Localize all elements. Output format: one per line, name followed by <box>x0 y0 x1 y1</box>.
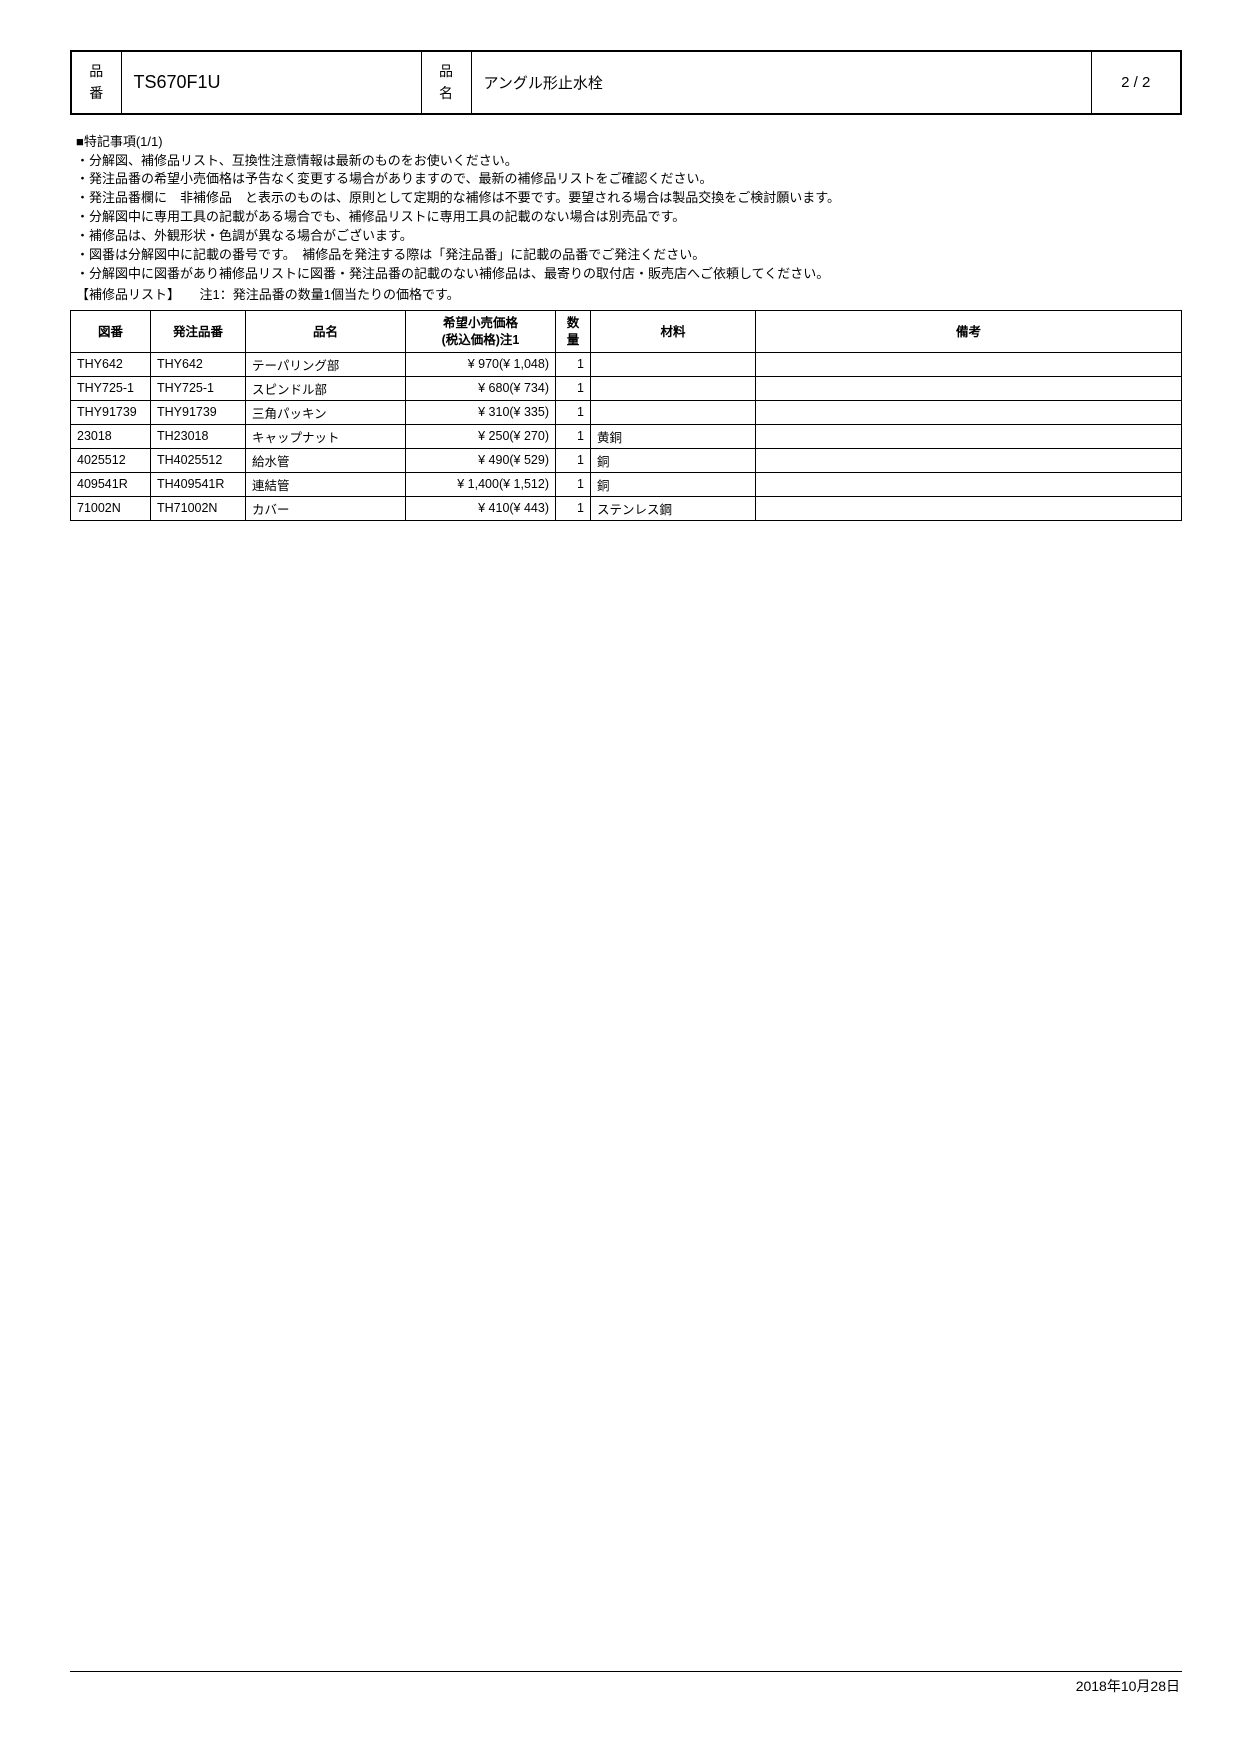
parts-table: 図番 発注品番 品名 希望小売価格 (税込価格)注1 数 量 材料 備考 THY… <box>70 310 1182 521</box>
cell-price: ¥ 680(¥ 734) <box>406 376 556 400</box>
cell-order: THY725-1 <box>151 376 246 400</box>
cell-order: TH4025512 <box>151 448 246 472</box>
product-number-label: 品 番 <box>71 51 121 114</box>
cell-material <box>591 376 756 400</box>
cell-name: テーパリング部 <box>246 352 406 376</box>
cell-price: ¥ 310(¥ 335) <box>406 400 556 424</box>
col-header-note: 備考 <box>756 311 1182 353</box>
cell-order: TH71002N <box>151 496 246 520</box>
cell-zuban: 4025512 <box>71 448 151 472</box>
table-row: 409541R TH409541R 連結管 ¥ 1,400(¥ 1,512) 1… <box>71 472 1182 496</box>
cell-material: 銅 <box>591 472 756 496</box>
footer-separator <box>70 1671 1182 1672</box>
product-number-value: TS670F1U <box>121 51 421 114</box>
notes-title: ■特記事項(1/1) <box>76 134 163 149</box>
parts-list-header: 【補修品リスト】 注1：発注品番の数量1個当たりの価格です。 <box>76 286 1176 305</box>
cell-price: ¥ 490(¥ 529) <box>406 448 556 472</box>
cell-qty: 1 <box>556 424 591 448</box>
parts-table-body: THY642 THY642 テーパリング部 ¥ 970(¥ 1,048) 1 T… <box>71 352 1182 520</box>
cell-zuban: THY642 <box>71 352 151 376</box>
table-row: 23018 TH23018 キャップナット ¥ 250(¥ 270) 1 黄銅 <box>71 424 1182 448</box>
cell-price: ¥ 250(¥ 270) <box>406 424 556 448</box>
table-row: THY91739 THY91739 三角パッキン ¥ 310(¥ 335) 1 <box>71 400 1182 424</box>
cell-material: 黄銅 <box>591 424 756 448</box>
cell-material: 銅 <box>591 448 756 472</box>
page-indicator: 2 / 2 <box>1091 51 1181 114</box>
cell-zuban: 23018 <box>71 424 151 448</box>
note-line: ・発注品番の希望小売価格は予告なく変更する場合がありますので、最新の補修品リスト… <box>76 170 1176 189</box>
note-line: ・分解図、補修品リスト、互換性注意情報は最新のものをお使いください。 <box>76 152 1176 171</box>
cell-material <box>591 352 756 376</box>
cell-note <box>756 352 1182 376</box>
cell-name: スピンドル部 <box>246 376 406 400</box>
cell-order: THY91739 <box>151 400 246 424</box>
col-header-qty: 数 量 <box>556 311 591 353</box>
cell-qty: 1 <box>556 400 591 424</box>
cell-name: 連結管 <box>246 472 406 496</box>
cell-note <box>756 496 1182 520</box>
header-table: 品 番 TS670F1U 品 名 アングル形止水栓 2 / 2 <box>70 50 1182 115</box>
note-line: ・分解図中に専用工具の記載がある場合でも、補修品リストに専用工具の記載のない場合… <box>76 208 1176 227</box>
note-line: ・図番は分解図中に記載の番号です。 補修品を発注する際は「発注品番」に記載の品番… <box>76 246 1176 265</box>
cell-zuban: THY91739 <box>71 400 151 424</box>
col-header-zuban: 図番 <box>71 311 151 353</box>
col-header-name: 品名 <box>246 311 406 353</box>
cell-material: ステンレス鋼 <box>591 496 756 520</box>
cell-order: THY642 <box>151 352 246 376</box>
cell-qty: 1 <box>556 472 591 496</box>
cell-zuban: 71002N <box>71 496 151 520</box>
note-line: ・発注品番欄に 非補修品 と表示のものは、原則として定期的な補修は不要です。要望… <box>76 189 1176 208</box>
footer-date: 2018年10月28日 <box>1076 1676 1180 1696</box>
cell-note <box>756 376 1182 400</box>
cell-zuban: THY725-1 <box>71 376 151 400</box>
cell-order: TH409541R <box>151 472 246 496</box>
cell-order: TH23018 <box>151 424 246 448</box>
cell-name: 給水管 <box>246 448 406 472</box>
table-row: 71002N TH71002N カバー ¥ 410(¥ 443) 1 ステンレス… <box>71 496 1182 520</box>
cell-name: 三角パッキン <box>246 400 406 424</box>
cell-price: ¥ 410(¥ 443) <box>406 496 556 520</box>
cell-price: ¥ 1,400(¥ 1,512) <box>406 472 556 496</box>
col-header-price: 希望小売価格 (税込価格)注1 <box>406 311 556 353</box>
cell-qty: 1 <box>556 352 591 376</box>
cell-price: ¥ 970(¥ 1,048) <box>406 352 556 376</box>
product-name-value: アングル形止水栓 <box>471 51 1091 114</box>
cell-note <box>756 424 1182 448</box>
table-row: THY725-1 THY725-1 スピンドル部 ¥ 680(¥ 734) 1 <box>71 376 1182 400</box>
note-line: ・分解図中に図番があり補修品リストに図番・発注品番の記載のない補修品は、最寄りの… <box>76 265 1176 284</box>
cell-qty: 1 <box>556 376 591 400</box>
cell-name: カバー <box>246 496 406 520</box>
cell-qty: 1 <box>556 448 591 472</box>
cell-note <box>756 448 1182 472</box>
cell-name: キャップナット <box>246 424 406 448</box>
table-row: THY642 THY642 テーパリング部 ¥ 970(¥ 1,048) 1 <box>71 352 1182 376</box>
note-line: ・補修品は、外観形状・色調が異なる場合がございます。 <box>76 227 1176 246</box>
cell-qty: 1 <box>556 496 591 520</box>
cell-note <box>756 472 1182 496</box>
cell-zuban: 409541R <box>71 472 151 496</box>
col-header-material: 材料 <box>591 311 756 353</box>
product-name-label: 品 名 <box>421 51 471 114</box>
table-header-row: 図番 発注品番 品名 希望小売価格 (税込価格)注1 数 量 材料 備考 <box>71 311 1182 353</box>
cell-note <box>756 400 1182 424</box>
col-header-order: 発注品番 <box>151 311 246 353</box>
notes-section: ■特記事項(1/1) ・分解図、補修品リスト、互換性注意情報は最新のものをお使い… <box>70 133 1182 305</box>
cell-material <box>591 400 756 424</box>
table-row: 4025512 TH4025512 給水管 ¥ 490(¥ 529) 1 銅 <box>71 448 1182 472</box>
